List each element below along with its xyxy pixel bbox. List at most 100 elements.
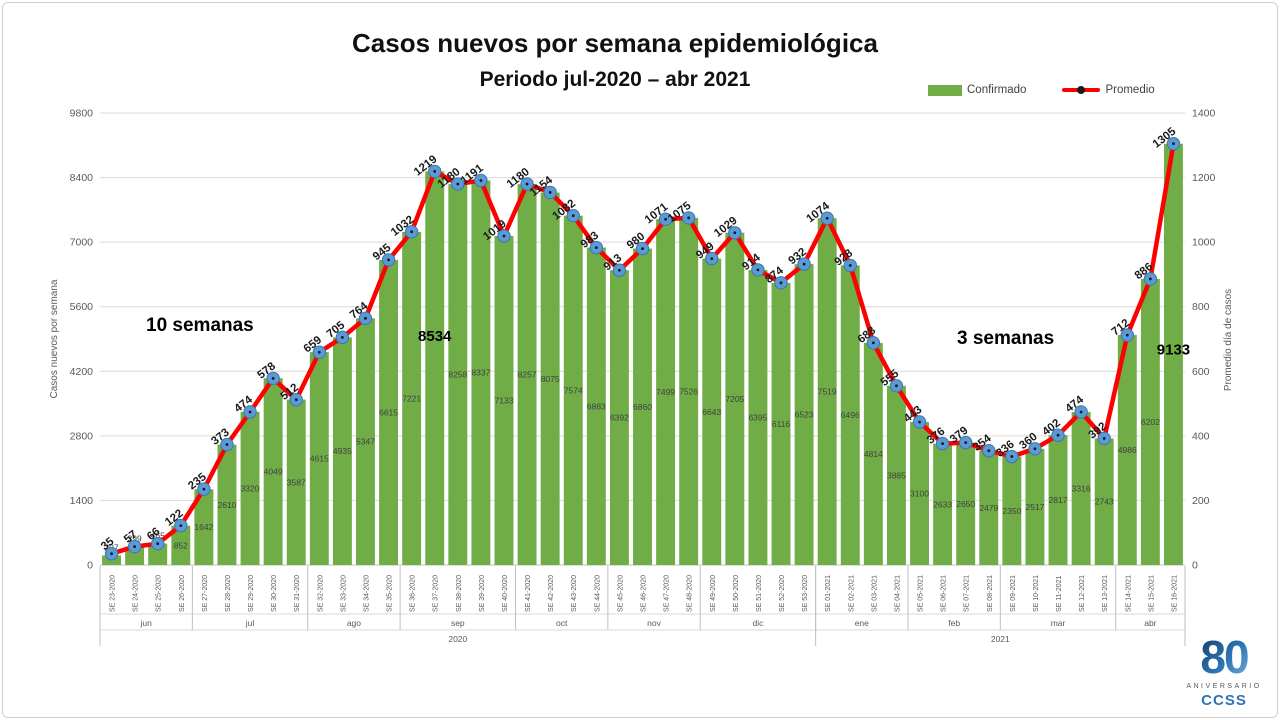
svg-text:jun: jun <box>139 618 152 628</box>
confirmado-bars <box>102 143 1183 566</box>
svg-text:465: 465 <box>151 531 165 541</box>
svg-text:SE 03-2021: SE 03-2021 <box>871 575 878 612</box>
svg-text:7574: 7574 <box>564 385 583 395</box>
svg-text:6860: 6860 <box>633 402 652 412</box>
chart-subtitle: Periodo jul-2020 – abr 2021 <box>479 68 751 91</box>
svg-text:800: 800 <box>1192 301 1210 313</box>
promedio-marker-icon <box>1077 86 1086 94</box>
svg-text:SE 15-2021: SE 15-2021 <box>1148 575 1155 612</box>
svg-text:399: 399 <box>128 534 142 544</box>
svg-text:sep: sep <box>451 618 465 628</box>
svg-text:SE 14-2021: SE 14-2021 <box>1125 575 1132 612</box>
svg-text:5347: 5347 <box>356 437 375 447</box>
svg-text:8534: 8534 <box>418 328 452 345</box>
svg-text:9800: 9800 <box>70 108 94 120</box>
svg-text:SE 47-2020: SE 47-2020 <box>664 575 671 612</box>
svg-text:SE 31-2020: SE 31-2020 <box>294 575 301 612</box>
svg-text:mar: mar <box>1051 618 1066 628</box>
svg-text:6643: 6643 <box>702 407 721 417</box>
svg-text:SE 04-2021: SE 04-2021 <box>894 575 901 612</box>
svg-text:600: 600 <box>1192 366 1210 378</box>
svg-text:4814: 4814 <box>864 449 883 459</box>
legend-item-promedio: Promedio <box>1062 84 1155 96</box>
chart-title: Casos nuevos por semana epidemiológica <box>352 28 878 58</box>
svg-text:SE 30-2020: SE 30-2020 <box>271 575 278 612</box>
promedio-swatch-icon <box>1062 86 1101 94</box>
svg-text:SE 08-2021: SE 08-2021 <box>987 575 994 612</box>
svg-text:5600: 5600 <box>70 301 94 313</box>
legend-promedio-label: Promedio <box>1105 84 1155 96</box>
annotation-10-semanas: 10 semanas <box>146 315 254 336</box>
svg-text:1400: 1400 <box>1192 108 1216 120</box>
svg-text:3587: 3587 <box>287 477 306 487</box>
svg-text:SE 33-2020: SE 33-2020 <box>340 575 347 612</box>
svg-text:SE 40-2020: SE 40-2020 <box>502 575 509 612</box>
svg-text:SE 09-2021: SE 09-2021 <box>1010 575 1017 612</box>
svg-text:SE 05-2021: SE 05-2021 <box>918 575 925 612</box>
logo-ccss-text: CCSS <box>1201 692 1247 709</box>
svg-text:SE 23-2020: SE 23-2020 <box>110 575 117 612</box>
svg-text:1000: 1000 <box>1192 237 1216 249</box>
svg-text:SE 24-2020: SE 24-2020 <box>133 575 140 612</box>
svg-text:SE 12-2021: SE 12-2021 <box>1079 575 1086 612</box>
svg-text:ene: ene <box>855 618 869 628</box>
x-axis-year-groups: 2020 2021 <box>99 566 1186 646</box>
svg-text:SE 45-2020: SE 45-2020 <box>617 575 624 612</box>
svg-text:3320: 3320 <box>241 483 260 493</box>
right-axis-title: Promedio día de casos <box>1223 289 1234 391</box>
svg-text:6496: 6496 <box>841 410 860 420</box>
confirmado-swatch-icon <box>928 84 962 96</box>
left-axis-title: Casos nuevos por semana <box>49 279 60 398</box>
svg-text:SE 44-2020: SE 44-2020 <box>594 575 601 612</box>
svg-text:ago: ago <box>347 618 361 628</box>
svg-text:feb: feb <box>948 618 960 628</box>
svg-text:SE 34-2020: SE 34-2020 <box>363 575 370 612</box>
svg-text:6615: 6615 <box>379 407 398 417</box>
svg-text:SE 46-2020: SE 46-2020 <box>641 575 648 612</box>
svg-text:SE 10-2021: SE 10-2021 <box>1033 575 1040 612</box>
promedio-markers <box>104 136 1181 561</box>
svg-text:9133: 9133 <box>1157 341 1190 358</box>
svg-text:2517: 2517 <box>1025 502 1044 512</box>
svg-text:0: 0 <box>87 560 93 572</box>
svg-text:SE 39-2020: SE 39-2020 <box>479 575 486 612</box>
svg-text:dic: dic <box>752 618 764 628</box>
svg-text:8257: 8257 <box>518 370 537 380</box>
svg-text:4935: 4935 <box>333 446 352 456</box>
svg-text:0: 0 <box>1192 560 1198 572</box>
svg-text:6395: 6395 <box>748 413 767 423</box>
svg-text:SE 06-2021: SE 06-2021 <box>941 575 948 612</box>
svg-text:4200: 4200 <box>70 366 94 378</box>
svg-text:SE 13-2021: SE 13-2021 <box>1102 575 1109 612</box>
svg-text:oct: oct <box>556 618 568 628</box>
svg-text:SE 51-2020: SE 51-2020 <box>756 575 763 612</box>
svg-text:SE 02-2021: SE 02-2021 <box>848 575 855 612</box>
svg-text:7526: 7526 <box>679 386 698 396</box>
annotation-3-semanas: 3 semanas <box>957 328 1055 349</box>
svg-text:1642: 1642 <box>194 522 213 532</box>
svg-text:nov: nov <box>647 618 661 628</box>
svg-text:SE 38-2020: SE 38-2020 <box>456 575 463 612</box>
svg-text:200: 200 <box>1192 495 1210 507</box>
svg-text:SE 01-2021: SE 01-2021 <box>825 575 832 612</box>
svg-text:6392: 6392 <box>610 413 629 423</box>
svg-text:6202: 6202 <box>1141 417 1160 427</box>
svg-text:6523: 6523 <box>795 410 814 420</box>
svg-text:SE 41-2020: SE 41-2020 <box>525 575 532 612</box>
svg-text:2800: 2800 <box>70 430 94 442</box>
svg-text:SE 53-2020: SE 53-2020 <box>802 575 809 612</box>
svg-text:Promedio día de casos: Promedio día de casos <box>1223 289 1234 391</box>
legend-confirmado-label: Confirmado <box>967 84 1027 96</box>
svg-text:8258: 8258 <box>448 370 467 380</box>
svg-text:8075: 8075 <box>541 374 560 384</box>
legend-item-confirmado: Confirmado <box>928 84 1026 96</box>
svg-text:7000: 7000 <box>70 237 94 249</box>
svg-text:4986: 4986 <box>1118 445 1137 455</box>
svg-text:4049: 4049 <box>264 467 283 477</box>
svg-text:852: 852 <box>174 540 188 550</box>
svg-text:SE 27-2020: SE 27-2020 <box>202 575 209 612</box>
svg-text:2650: 2650 <box>956 499 975 509</box>
svg-text:SE 52-2020: SE 52-2020 <box>779 575 786 612</box>
svg-text:7499: 7499 <box>656 387 675 397</box>
